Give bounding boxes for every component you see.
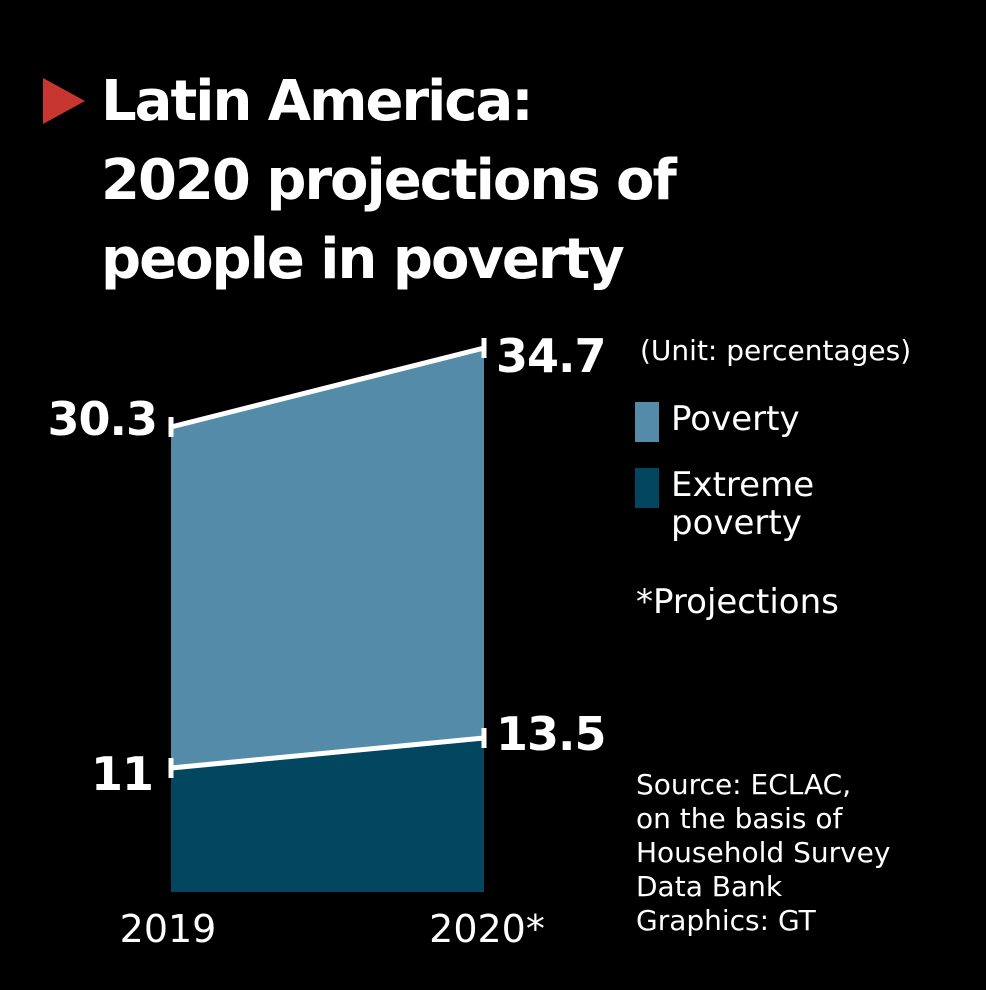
data-label-extreme-2020: 13.5 [496,707,606,761]
x-tick-2019: 2019 [120,907,217,951]
source-line: Graphics: GT [636,904,816,937]
line-poverty [170,345,485,430]
title-line-2: 2020 projections of [101,148,677,213]
source-line: Household Survey [636,836,891,869]
data-label-extreme-2019: 11 [91,747,153,801]
source-line: Source: ECLAC, [636,768,852,801]
line-extreme-poverty [170,735,485,771]
unit-note: (Unit: percentages) [640,334,912,367]
legend-label-extreme-line1: Extreme [671,465,815,505]
legend-swatch-extreme-poverty [635,468,659,508]
data-label-poverty-2019: 30.3 [48,392,158,446]
legend-label-extreme-poverty: Extreme poverty [671,466,814,542]
projection-note: *Projections [636,582,839,622]
x-tick-2020: 2020* [429,907,545,951]
source-credit: Source: ECLAC, on the basis of Household… [636,768,890,938]
legend-label-extreme-line2: poverty [671,503,802,543]
source-line: on the basis of [636,802,843,835]
title-line-1: Latin America: [101,69,534,134]
title-line-3: people in poverty [101,227,625,292]
area-extreme-poverty [171,738,484,892]
legend-label-poverty: Poverty [671,399,800,439]
data-label-poverty-2020: 34.7 [496,329,606,383]
source-line: Data Bank [636,870,783,903]
title-marker-icon [43,78,85,124]
legend-swatch-poverty [635,402,659,442]
chart-title: Latin America: 2020 projections of peopl… [101,62,741,299]
